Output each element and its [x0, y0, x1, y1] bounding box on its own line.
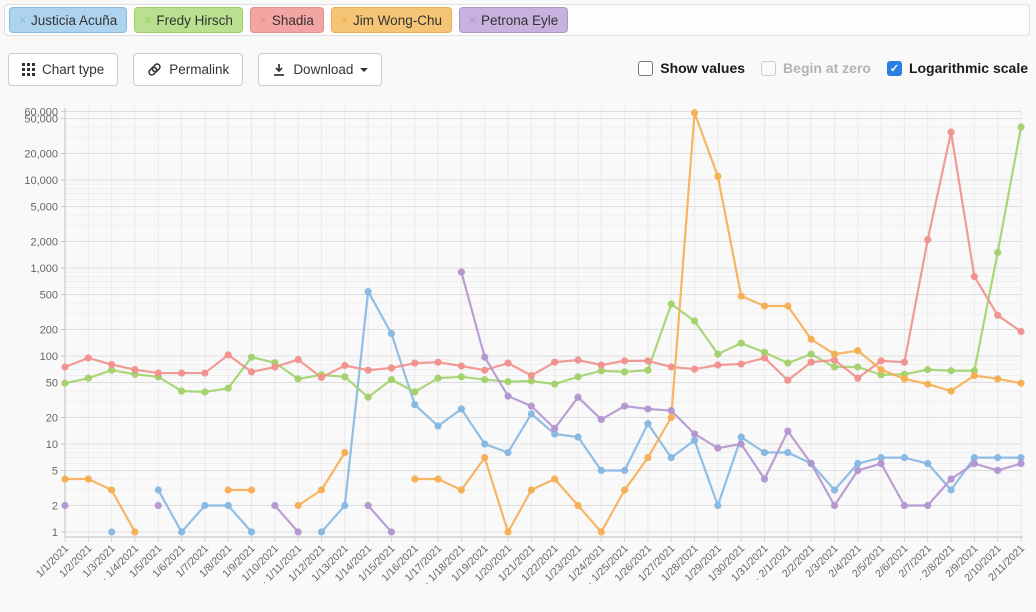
- svg-text:50: 50: [46, 377, 58, 389]
- checkbox-icon: [761, 60, 777, 76]
- legend-chip[interactable]: × Petrona Eyle: [458, 7, 569, 33]
- svg-text:1,000: 1,000: [30, 263, 58, 275]
- show-values-label: Show values: [660, 60, 746, 76]
- legend-chip-label: Shadia: [271, 12, 314, 28]
- svg-text:200: 200: [40, 325, 58, 337]
- legend-chip[interactable]: × Shadia: [249, 7, 324, 33]
- svg-text:50,000: 50,000: [24, 113, 58, 125]
- begin-at-zero-label: Begin at zero: [783, 60, 871, 76]
- svg-text:20,000: 20,000: [24, 149, 58, 161]
- svg-text:2,000: 2,000: [30, 237, 58, 249]
- svg-text:10: 10: [46, 439, 58, 451]
- caret-down-icon: [360, 67, 369, 72]
- legend-chip[interactable]: × Jim Wong-Chu: [330, 7, 452, 33]
- chart-type-button[interactable]: Chart type: [8, 53, 119, 86]
- download-icon: [274, 63, 285, 76]
- logarithmic-scale-label: Logarithmic scale: [908, 60, 1028, 76]
- legend-chip-label: Jim Wong-Chu: [352, 12, 442, 28]
- download-label: Download: [293, 62, 354, 77]
- chart-type-label: Chart type: [42, 62, 105, 77]
- remove-tag-icon[interactable]: ×: [340, 13, 348, 27]
- svg-text:500: 500: [40, 289, 58, 301]
- svg-text:5: 5: [52, 465, 58, 477]
- legend-chip[interactable]: × Fredy Hirsch: [134, 7, 243, 33]
- checkbox-icon: [638, 60, 654, 76]
- permalink-label: Permalink: [169, 62, 230, 77]
- legend-chip[interactable]: × Justicia Acuña: [9, 7, 128, 33]
- toolbar: Chart type Permalink Download: [8, 53, 397, 86]
- checkbox-icon: ✓: [886, 60, 902, 76]
- download-button[interactable]: Download: [258, 53, 383, 86]
- legend-chip-label: Petrona Eyle: [480, 12, 559, 28]
- svg-text:60,000: 60,000: [24, 107, 58, 119]
- chart-options: Show values Begin at zero ✓ Logarithmic …: [622, 60, 1028, 76]
- link-icon: [148, 63, 161, 76]
- svg-text:5,000: 5,000: [30, 201, 58, 213]
- remove-tag-icon[interactable]: ×: [144, 13, 152, 27]
- remove-tag-icon[interactable]: ×: [468, 13, 476, 27]
- remove-tag-icon[interactable]: ×: [19, 13, 27, 27]
- remove-tag-icon[interactable]: ×: [259, 13, 267, 27]
- show-values-checkbox[interactable]: Show values: [638, 60, 745, 76]
- svg-text:100: 100: [40, 351, 58, 363]
- legend-bar: × Justicia Acuña × Fredy Hirsch × Shadia × Jim …: [4, 4, 1030, 36]
- svg-text:1: 1: [52, 527, 58, 539]
- svg-text:10,000: 10,000: [24, 175, 58, 187]
- legend-chip-label: Fredy Hirsch: [156, 12, 233, 28]
- svg-text:20: 20: [46, 413, 58, 425]
- grid-icon: [22, 63, 35, 76]
- logarithmic-scale-checkbox[interactable]: ✓ Logarithmic scale: [886, 60, 1028, 76]
- svg-text:2: 2: [52, 501, 58, 513]
- legend-chip-label: Justicia Acuña: [31, 12, 118, 28]
- permalink-button[interactable]: Permalink: [133, 53, 244, 86]
- begin-at-zero-checkbox[interactable]: Begin at zero: [761, 60, 871, 76]
